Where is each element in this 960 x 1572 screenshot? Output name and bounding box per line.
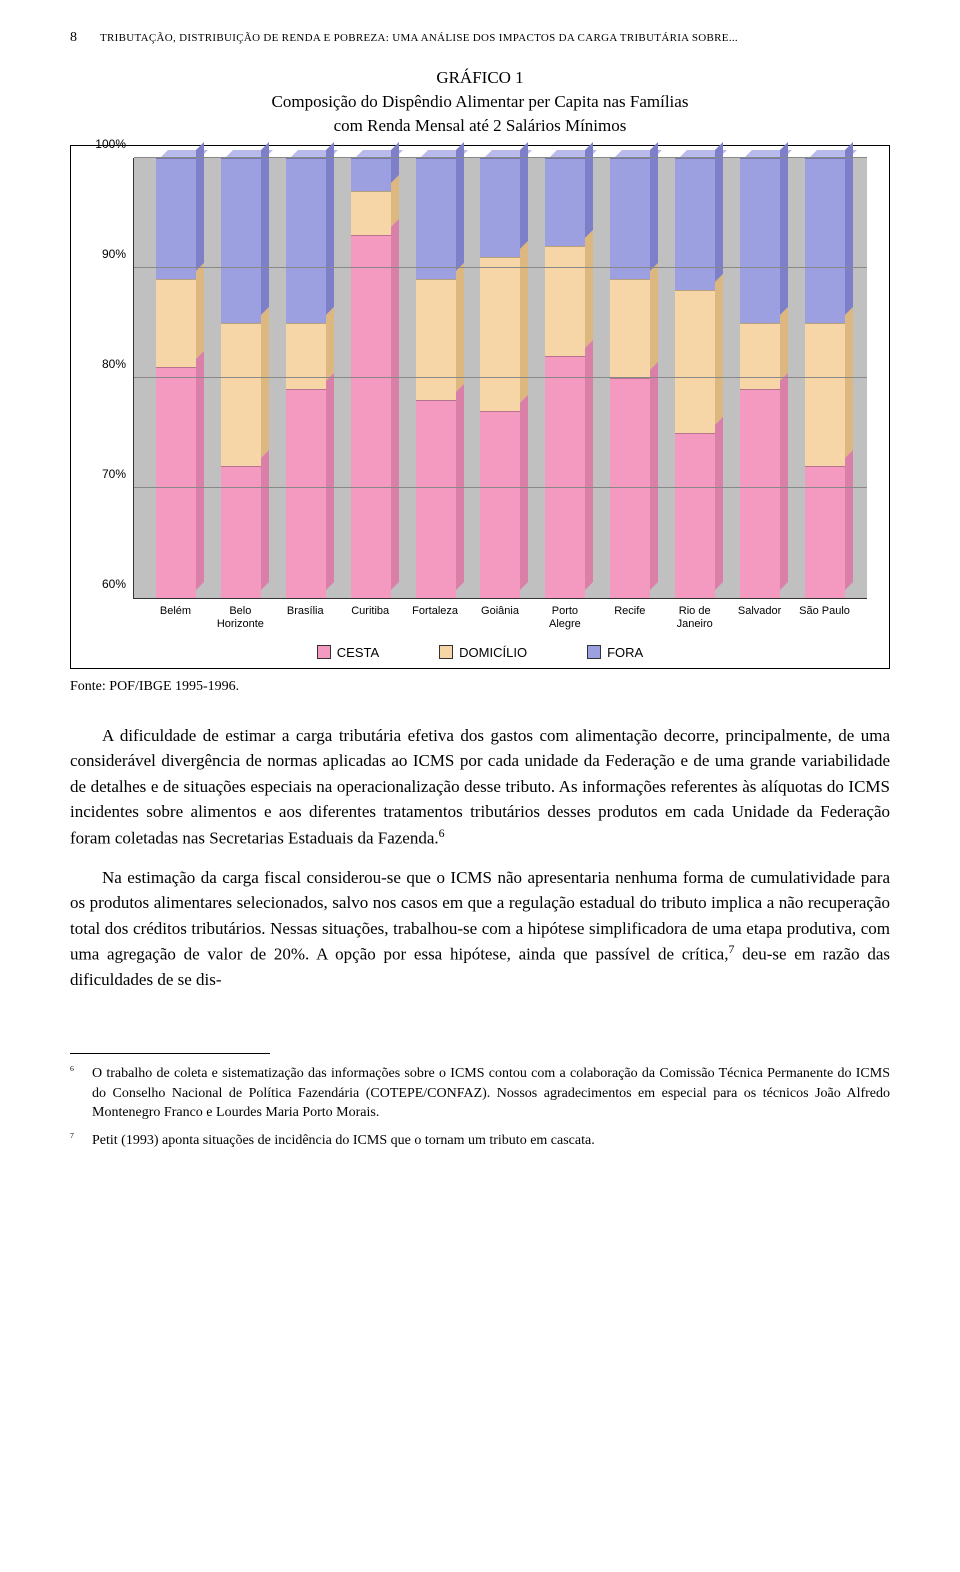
chart-xtick-label: BeloHorizonte	[208, 605, 273, 630]
chart-bar	[468, 158, 533, 598]
chart-bar	[663, 158, 728, 598]
chart-bar-segment	[545, 246, 585, 356]
chart-xtick-label: Goiânia	[468, 605, 533, 630]
paragraph: Na estimação da carga fiscal considerou-…	[70, 865, 890, 993]
chart-xtick-label: Curitiba	[338, 605, 403, 630]
chart-bar	[209, 158, 274, 598]
chart-bar-segment	[805, 466, 845, 598]
chart-xtick-label: PortoAlegre	[532, 605, 597, 630]
footnote-text: O trabalho de coleta e sistematização da…	[92, 1064, 890, 1123]
chart-bar-segment	[351, 235, 391, 598]
chart-bar-segment	[351, 158, 391, 191]
chart-bar-segment	[545, 356, 585, 598]
footnotes: 6O trabalho de coleta e sistematização d…	[70, 1053, 890, 1150]
chart-x-labels: BelémBeloHorizonteBrasíliaCuritibaFortal…	[133, 599, 867, 630]
chart-xtick-label: Rio deJaneiro	[662, 605, 727, 630]
chart-bar-segment	[351, 191, 391, 235]
chart-bar	[792, 158, 857, 598]
chart-xtick-label: Brasília	[273, 605, 338, 630]
footnote-number: 7	[70, 1131, 92, 1151]
chart-bar-segment	[610, 158, 650, 279]
legend-label: DOMICÍLIO	[459, 645, 527, 660]
chart-gridline	[134, 377, 867, 378]
chart-bar-segment	[805, 323, 845, 466]
legend-swatch	[439, 645, 453, 659]
chart-bar	[274, 158, 339, 598]
chart-bar-segment	[675, 433, 715, 598]
chart-ytick-label: 80%	[86, 357, 126, 371]
chart-bar-segment	[416, 158, 456, 279]
chart-bar-segment	[221, 466, 261, 598]
chart-bar-segment	[740, 389, 780, 598]
chart-bar-segment	[740, 323, 780, 389]
chart-xtick-label: São Paulo	[792, 605, 857, 630]
chart-bar-segment	[610, 279, 650, 378]
chart-bar-segment	[480, 257, 520, 411]
paragraph: A dificuldade de estimar a carga tributá…	[70, 723, 890, 851]
running-title: TRIBUTAÇÃO, DISTRIBUIÇÃO DE RENDA E POBR…	[100, 32, 890, 44]
chart-bar	[403, 158, 468, 598]
chart-title: GRÁFICO 1Composição do Dispêndio Aliment…	[130, 66, 830, 137]
chart-bar-segment	[286, 389, 326, 598]
chart-ytick-label: 90%	[86, 247, 126, 261]
footnote: 6O trabalho de coleta e sistematização d…	[70, 1064, 890, 1123]
chart-bar-segment	[221, 158, 261, 323]
chart-bar-segment	[480, 411, 520, 598]
footnote-number: 6	[70, 1064, 92, 1123]
chart-gridline	[134, 267, 867, 268]
chart-bar	[144, 158, 209, 598]
legend-item: CESTA	[317, 645, 379, 660]
chart-bar	[533, 158, 598, 598]
chart-xtick-label: Belém	[143, 605, 208, 630]
footnote-text: Petit (1993) aponta situações de incidên…	[92, 1131, 890, 1151]
chart-xtick-label: Recife	[597, 605, 662, 630]
legend-item: DOMICÍLIO	[439, 645, 527, 660]
footnote: 7Petit (1993) aponta situações de incidê…	[70, 1131, 890, 1151]
chart-source: Fonte: POF/IBGE 1995-1996.	[70, 679, 890, 695]
chart-bar-segment	[740, 158, 780, 323]
legend-swatch	[317, 645, 331, 659]
chart-bar	[338, 158, 403, 598]
chart-plot-area: 60%70%80%90%100%	[133, 158, 867, 599]
page-number: 8	[70, 30, 100, 46]
chart-ytick-label: 60%	[86, 577, 126, 591]
chart-bars	[134, 158, 867, 598]
chart-ytick-label: 70%	[86, 467, 126, 481]
chart-xtick-label: Salvador	[727, 605, 792, 630]
chart-bar-segment	[610, 378, 650, 598]
chart-bar-segment	[416, 279, 456, 400]
chart-bar-segment	[286, 323, 326, 389]
chart-bar-segment	[286, 158, 326, 323]
chart-bar-segment	[416, 400, 456, 598]
chart-bar-segment	[156, 158, 196, 279]
chart-ytick-label: 100%	[86, 137, 126, 151]
chart-gridline	[134, 487, 867, 488]
chart-gridline	[134, 157, 867, 158]
chart-bar	[598, 158, 663, 598]
chart-container: 60%70%80%90%100% BelémBeloHorizonteBrasí…	[70, 145, 890, 668]
chart-bar-segment	[156, 279, 196, 367]
footnote-rule	[70, 1053, 270, 1054]
chart-xtick-label: Fortaleza	[403, 605, 468, 630]
page-header: 8 TRIBUTAÇÃO, DISTRIBUIÇÃO DE RENDA E PO…	[70, 30, 890, 46]
legend-item: FORA	[587, 645, 643, 660]
body-text: A dificuldade de estimar a carga tributá…	[70, 723, 890, 993]
chart-bar-segment	[480, 158, 520, 257]
chart-legend: CESTA DOMICÍLIO FORA	[83, 645, 877, 660]
legend-label: CESTA	[337, 645, 379, 660]
chart-bar	[727, 158, 792, 598]
chart-bar-segment	[221, 323, 261, 466]
legend-swatch	[587, 645, 601, 659]
legend-label: FORA	[607, 645, 643, 660]
chart-bar-segment	[156, 367, 196, 598]
chart-bar-segment	[675, 158, 715, 290]
chart-bar-segment	[545, 158, 585, 246]
chart-bar-segment	[805, 158, 845, 323]
chart-bar-segment	[675, 290, 715, 433]
